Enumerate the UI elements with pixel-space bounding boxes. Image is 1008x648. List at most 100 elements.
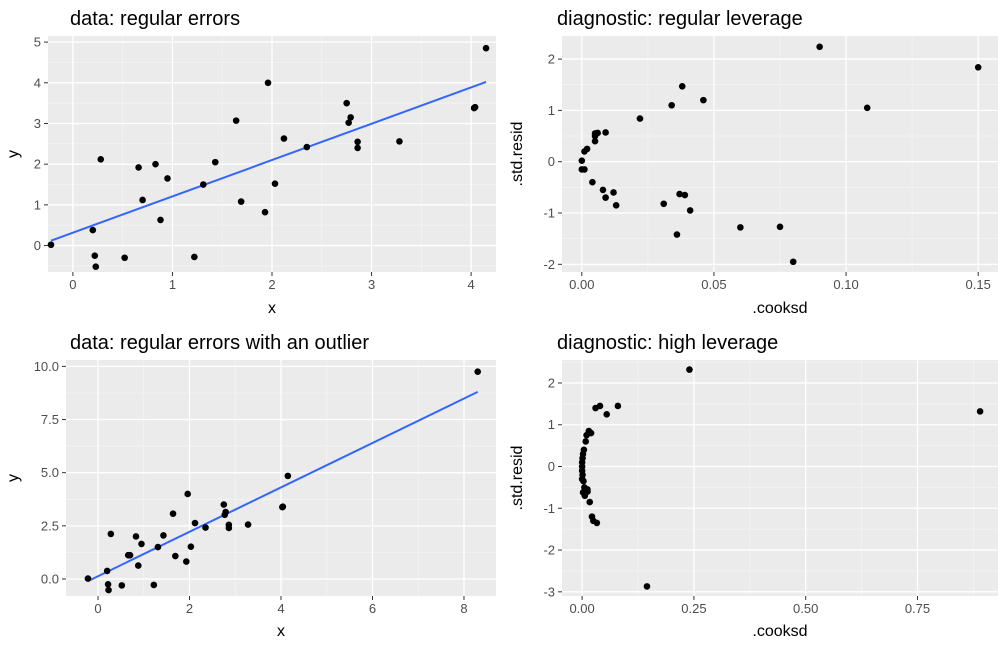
panel-1: 0 1 2 3 4 0 1 2 3 4 5 x y [5,35,496,317]
data-point [583,145,591,153]
data-point [280,135,288,142]
data-point [343,99,350,107]
data-point [187,543,195,550]
data-point [164,175,171,182]
data-point [138,540,145,548]
y-axis-title: y [5,474,22,482]
x-tick-label: 0.05 [701,277,726,292]
data-point [92,263,100,271]
data-point [202,524,209,531]
data-point [789,258,797,266]
data-point [354,144,361,152]
data-point [184,490,191,498]
x-tick-label: 0.50 [793,601,818,616]
x-tick-label: 0.00 [569,601,594,616]
y-axis-title: .std.resid [509,446,526,511]
data-point [139,196,146,204]
data-point [612,202,620,209]
y-tick-label: 10.0 [34,359,59,374]
regression-line [87,390,479,583]
data-point [396,138,403,145]
y-tick-label: 7.5 [41,412,59,427]
data-point [211,158,219,166]
x-tick-label: 8 [460,601,467,616]
data-point [121,254,128,262]
y-tick-label: 0 [548,459,555,474]
data-point [589,178,596,186]
data-point [160,532,167,539]
y-tick-label: 2 [548,52,555,67]
data-point [482,44,490,52]
data-point [474,368,482,375]
data-point [220,501,228,508]
y-tick-label: 3 [34,116,41,131]
y-axis-title: .std.resid [509,122,526,187]
data-point [581,492,589,500]
data-point [594,129,601,137]
data-point [91,252,99,260]
panel-background [562,360,998,596]
data-point [183,558,190,565]
panel-4: 0.00 0.25 0.50 0.75 -3 -2 -1 0 1 2 .cooksd .std.res… [509,360,998,640]
data-point [47,241,55,249]
data-point [103,567,111,575]
y-tick-label: 4 [34,75,41,90]
y-tick-label: -1 [543,501,555,516]
data-point [681,191,689,199]
y-tick-label: 5 [34,35,41,50]
data-point [593,519,601,527]
data-point [976,408,984,415]
data-point [471,103,479,111]
data-point [587,429,595,437]
data-point [602,194,609,201]
data-point [154,543,162,551]
data-point [678,82,686,90]
x-axis-title: .cooksd [752,623,807,640]
panel-title-3: data: regular errors with an outlier [70,332,370,354]
data-point [118,582,126,589]
x-axis-title: x [277,623,285,640]
x-tick-label: 0.25 [681,601,706,616]
y-tick-label: -1 [543,206,555,221]
data-point [191,253,198,261]
data-point [225,524,233,532]
data-point [345,119,352,126]
y-tick-label: -3 [543,584,555,599]
data-point [284,472,292,480]
data-point [668,101,675,109]
x-tick-label: 0 [69,277,76,292]
data-point [172,552,179,560]
data-point [676,190,683,198]
y-tick-label: 2.5 [41,518,59,533]
data-point [816,43,823,51]
data-point [261,208,269,216]
data-point [686,366,693,373]
x-tick-label: 0.00 [569,277,594,292]
data-point [222,508,229,516]
x-tick-label: 4 [467,277,474,292]
y-tick-label: 2 [34,157,41,172]
data-point [584,486,591,493]
data-point [134,562,142,569]
data-point [232,117,240,124]
data-point [776,223,784,231]
x-tick-label: 6 [369,601,376,616]
y-tick-label: 1 [548,103,555,118]
data-point [347,114,354,121]
panel-2: 0.00 0.05 0.10 0.15 -2 -1 0 1 2 .cooksd .std.resid [509,36,998,317]
data-point [104,581,112,588]
data-point [105,586,112,594]
data-point [603,411,611,418]
data-point [169,510,177,518]
data-point [244,521,252,528]
data-point [126,551,134,559]
y-tick-label: 0.0 [41,571,59,586]
y-tick-label: 2 [548,375,555,390]
y-tick-label: 1 [548,417,555,432]
x-tick-label: 1 [169,277,176,292]
panel-3: 0 2 4 6 8 0.0 2.5 5.0 7.5 10.0 x y [5,359,496,640]
data-point [271,180,279,188]
data-point [580,446,588,454]
data-point [150,581,158,589]
